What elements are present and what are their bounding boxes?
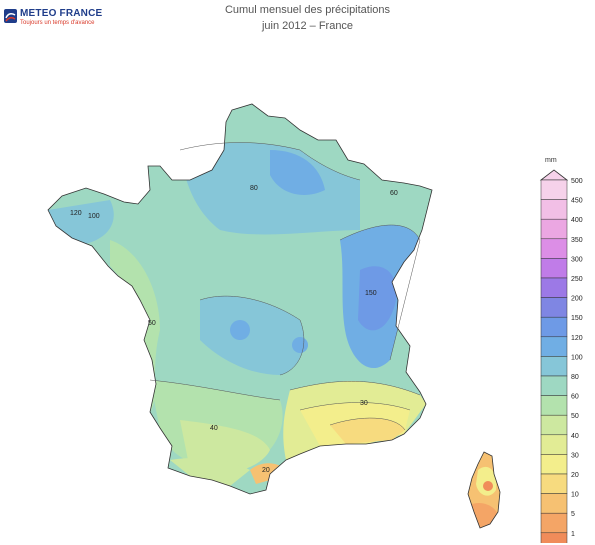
legend-swatch: [540, 258, 568, 279]
legend-swatch: [540, 297, 568, 318]
logo-name: METEO FRANCE: [20, 8, 103, 19]
contour-label: 50: [148, 320, 156, 327]
legend-swatch: [540, 395, 568, 416]
legend-arrow-top: [539, 169, 569, 181]
contour-label: 100: [88, 213, 100, 220]
legend-label: 5: [571, 511, 575, 518]
legend-label: 300: [571, 256, 583, 263]
legend-unit: mm: [545, 157, 557, 164]
corsica: [468, 452, 500, 528]
legend-swatch: [540, 434, 568, 455]
legend-swatch: [540, 336, 568, 357]
corsica-outline: [467, 451, 501, 529]
legend-swatch: [540, 356, 568, 377]
legend-label: 150: [571, 315, 583, 322]
france-outline: [47, 103, 433, 495]
contour-label: 30: [360, 400, 368, 407]
legend-swatch: [540, 277, 568, 298]
legend-swatch: [540, 238, 568, 259]
legend-swatch: [540, 218, 568, 240]
legend-label: 30: [571, 452, 579, 459]
legend-label: 80: [571, 374, 579, 381]
legend-swatch: [540, 493, 568, 514]
mainland-france: [48, 104, 432, 494]
legend-label: 50: [571, 413, 579, 420]
legend-label: 60: [571, 394, 579, 401]
contour-label: 150: [365, 290, 377, 297]
page-subtitle: juin 2012 – France: [261, 20, 354, 32]
precipitation-legend: 5004504003503002502001501201008060504030…: [539, 169, 583, 543]
contour-label-group: 120 100 80 60 50 40 30 20 150: [70, 185, 398, 474]
legend-label: 120: [571, 335, 583, 342]
legend-swatch: [540, 375, 568, 396]
contour-label: 60: [390, 190, 398, 197]
legend-swatch: [540, 532, 568, 543]
legend-label: 1: [571, 531, 575, 538]
legend-swatch: [540, 454, 568, 475]
contour-label: 20: [262, 467, 270, 474]
legend-swatch: [540, 179, 568, 200]
legend-label: 250: [571, 276, 583, 283]
meteo-france-logo-icon: [4, 9, 17, 23]
legend-label: 200: [571, 296, 583, 303]
chart-titles: Cumul mensuel des précipitations juin 20…: [0, 2, 595, 34]
page-title: Cumul mensuel des précipitations: [224, 4, 391, 16]
contour-label: 120: [70, 210, 82, 217]
legend-label: 450: [571, 198, 583, 205]
legend-label: 500: [571, 178, 583, 185]
contour-label: 80: [250, 185, 258, 192]
legend-label: 10: [571, 492, 579, 499]
legend-swatch: [540, 473, 568, 494]
legend-label: 40: [571, 433, 579, 440]
legend-swatch: [540, 199, 568, 220]
legend-label: 20: [571, 472, 579, 479]
legend-swatch: [540, 512, 568, 534]
contour-lines: [149, 142, 421, 431]
legend-label: 350: [571, 237, 583, 244]
legend-label: 100: [571, 354, 583, 361]
logo-tagline: Toujours un temps d'avance: [20, 20, 95, 26]
legend-swatch: [540, 316, 568, 338]
legend-label: 400: [571, 217, 583, 224]
contour-label: 40: [210, 425, 218, 432]
legend-swatch: [540, 414, 568, 436]
meteo-france-logo: METEO FRANCE Toujours un temps d'avance: [4, 6, 114, 34]
